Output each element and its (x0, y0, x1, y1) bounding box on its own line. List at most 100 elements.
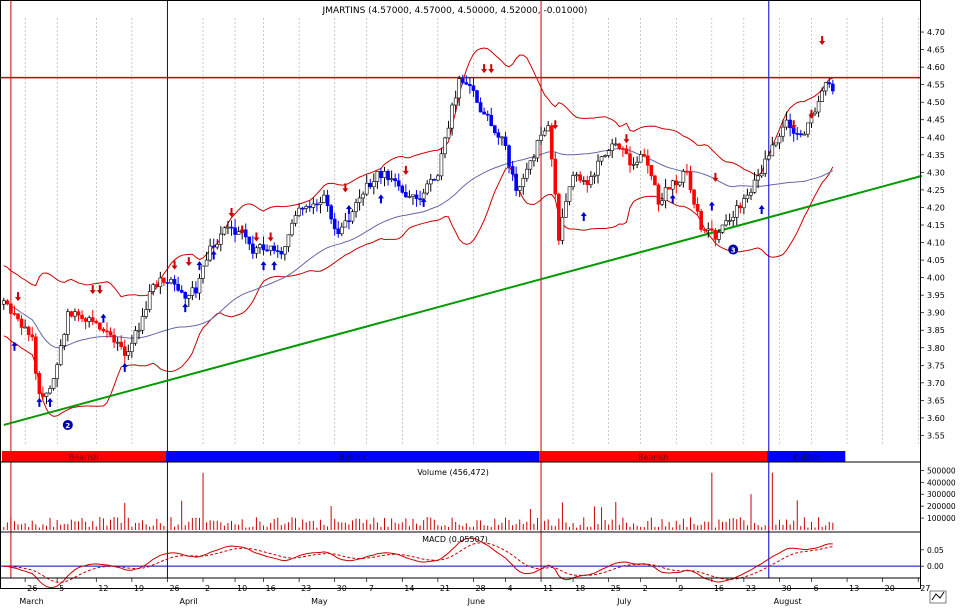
price-tick-label: 4.65 (927, 46, 945, 55)
wave-label: 2 (65, 422, 70, 430)
date-tick-label: 6 (813, 584, 818, 593)
price-tick-label: 4.25 (927, 186, 945, 195)
candle-body (201, 265, 205, 279)
candle-body (610, 143, 615, 151)
candle-body (560, 216, 565, 241)
candle-body (169, 279, 173, 284)
date-tick-label: 5 (59, 584, 64, 593)
date-tick-label: 21 (440, 584, 450, 593)
volume-tick-label: 200000 (927, 502, 956, 511)
wave-marker (62, 419, 73, 430)
macd-tick-label: 0.05 (927, 546, 944, 555)
candle-body (485, 113, 490, 116)
candle-body (265, 249, 269, 252)
sell-arrow (819, 36, 826, 46)
candle-body (453, 97, 458, 106)
candle-body (336, 228, 341, 235)
price-tick-label: 4.55 (927, 81, 945, 90)
candle-body (428, 179, 433, 185)
candle-body (144, 309, 148, 317)
volume-panel: 500000 400000 300000 200000 100000 (3, 466, 956, 530)
macd-label: MACD (0.05507) (422, 535, 488, 544)
price-tick-label: 4.40 (927, 133, 945, 142)
candle-body (667, 187, 671, 190)
month-label: March (19, 597, 43, 606)
candle-body (688, 171, 693, 191)
candle-body (457, 78, 462, 99)
date-tick-label: 2 (205, 584, 210, 593)
trend-band (165, 451, 540, 462)
candle-body (638, 154, 643, 163)
volume-tick-label: 300000 (927, 490, 956, 499)
sell-arrow (481, 64, 488, 74)
candle-body (446, 127, 451, 139)
sell-arrow (808, 109, 815, 119)
candle-body (496, 132, 501, 138)
trend-band (539, 451, 767, 462)
sell-arrow (712, 172, 719, 182)
candle-body (34, 336, 38, 374)
macd-tick-label: 0.00 (927, 562, 944, 571)
vertical-markers (0, 0, 920, 578)
buy-arrow (271, 261, 278, 271)
candle-body (681, 171, 686, 183)
candle-body (706, 228, 711, 231)
candle-body (734, 205, 739, 218)
candle-body (450, 104, 454, 129)
candle-body (606, 150, 611, 156)
date-tick-label: 12 (98, 584, 108, 593)
candle-body (564, 201, 568, 218)
volume-tick-label: 500000 (927, 466, 956, 475)
candle-body (589, 176, 593, 185)
candle-body (279, 250, 284, 255)
candle-body (823, 82, 828, 92)
candle-body (379, 171, 383, 178)
candle-body (656, 184, 661, 205)
candle-body (58, 345, 63, 365)
date-tick-label: 10 (237, 584, 247, 593)
bollinger-lower (3, 165, 834, 417)
candle-body (596, 160, 600, 176)
date-tick-label: 23 (301, 584, 311, 593)
candle-body (724, 220, 728, 226)
candle-body (307, 206, 312, 208)
candle-body (130, 342, 134, 352)
candle-body (69, 311, 74, 317)
candle-body (432, 179, 437, 181)
buy-arrow (420, 197, 427, 207)
candle-body (468, 84, 472, 87)
candle-body (510, 166, 515, 175)
date-tick-label: 19 (134, 584, 144, 593)
sell-arrow (552, 120, 559, 130)
candle-body (557, 193, 561, 241)
candle-body (19, 318, 24, 328)
candle-body (460, 78, 465, 83)
price-tick-label: 3.55 (927, 431, 945, 440)
candle-body (514, 173, 518, 191)
candle-body (318, 202, 323, 205)
candle-body (571, 175, 575, 188)
candle-body (87, 317, 91, 322)
candle-body (329, 205, 333, 220)
candle-body (521, 178, 526, 188)
candle-body (304, 206, 309, 209)
candle-body (731, 216, 735, 221)
candle-body (126, 351, 131, 356)
candle-body (549, 125, 554, 160)
candle-body (742, 198, 746, 209)
macd-line (3, 537, 833, 589)
candle-body (162, 277, 166, 283)
candle-body (770, 144, 775, 157)
candle-body (471, 85, 476, 91)
candle-body (361, 193, 365, 199)
sell-arrow (96, 285, 103, 295)
candle-body (41, 393, 45, 397)
trend-band-label: Bullish (793, 453, 819, 462)
sell-arrow (89, 285, 96, 295)
price-tick-label: 4.70 (927, 28, 945, 37)
candle-body (44, 392, 49, 397)
candle-body (176, 283, 180, 291)
candle-body (115, 341, 120, 344)
candle-body (26, 326, 31, 336)
